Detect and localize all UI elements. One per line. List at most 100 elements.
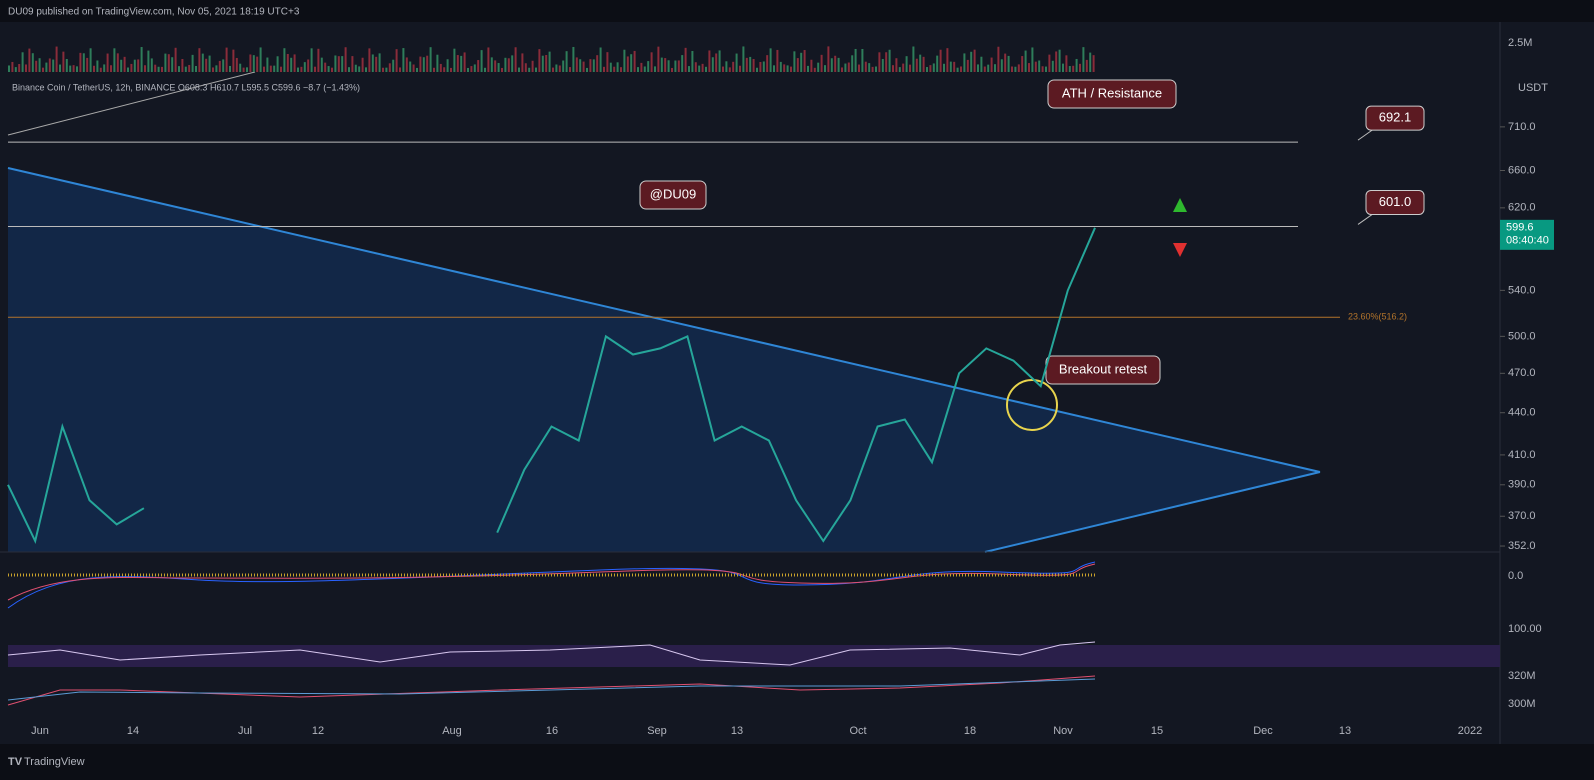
volume-bar	[1031, 47, 1034, 72]
volume-bar	[96, 60, 99, 72]
top-bar	[0, 0, 1594, 22]
volume-bar	[178, 66, 180, 72]
volume-bar	[290, 57, 293, 72]
volume-bar	[735, 53, 738, 72]
volume-bar	[232, 49, 235, 72]
volume-bar	[392, 59, 395, 72]
volume-bar	[786, 65, 789, 72]
volume-bar	[157, 66, 160, 72]
volume-bar	[463, 52, 466, 72]
level-box	[1365, 105, 1425, 131]
volume-bar	[558, 65, 561, 72]
volume-bar	[419, 56, 422, 72]
volume-bar	[565, 51, 568, 72]
legend: Binance Coin / TetherUS, 12h, BINANCE O6…	[12, 82, 360, 92]
x-tick-label: 13	[731, 725, 743, 737]
volume-bar	[909, 64, 911, 72]
volume-bar	[181, 58, 184, 72]
volume-bar	[813, 67, 816, 72]
trend-line	[7, 71, 256, 136]
volume-bar	[191, 54, 194, 72]
volume-bar	[616, 62, 619, 72]
volume-bar	[538, 49, 541, 72]
volume-bar	[892, 65, 894, 72]
volume-bar	[48, 58, 51, 72]
volume-bar	[477, 60, 480, 72]
volume-bar	[966, 59, 969, 72]
annotation-box	[1047, 79, 1177, 109]
volume-bar	[184, 66, 187, 72]
volume-bar	[35, 60, 38, 72]
volume-bar	[1007, 55, 1010, 72]
volume-bar	[779, 61, 782, 72]
volume-bar	[922, 56, 925, 72]
volume-bar	[280, 66, 282, 72]
obv-line	[7, 675, 1096, 706]
volume-bar	[293, 54, 296, 72]
volume-bar	[225, 47, 228, 72]
volume-bar	[953, 61, 956, 72]
volume-bar	[144, 65, 146, 72]
volume-bar	[365, 67, 367, 72]
volume-bar	[337, 56, 340, 72]
obv-ma	[7, 678, 1096, 701]
volume-bar	[858, 64, 860, 72]
volume-bar	[1028, 63, 1030, 72]
volume-bars	[8, 46, 1095, 72]
volume-bar	[762, 61, 765, 72]
y-tick-label: 500.0	[1508, 330, 1536, 342]
volume-bar	[371, 54, 374, 72]
volume-bar	[1051, 60, 1054, 72]
volume-bar	[297, 67, 299, 72]
volume-bar	[915, 58, 918, 72]
volume-bar	[433, 67, 435, 72]
volume-bar	[1058, 49, 1061, 72]
volume-bar	[86, 57, 89, 72]
volume-bar	[252, 55, 255, 72]
volume-bar	[28, 48, 31, 72]
x-tick-label: 2022	[1458, 725, 1482, 737]
volume-bar	[694, 62, 697, 72]
down-arrow	[1173, 243, 1187, 257]
volume-bar	[569, 67, 571, 72]
volume-bar	[932, 63, 935, 72]
y-tick-label: 440.0	[1508, 407, 1536, 419]
volume-bar	[524, 63, 527, 72]
volume-bar	[314, 66, 316, 72]
volume-bar	[575, 57, 578, 72]
volume-bar	[348, 67, 350, 72]
volume-bar	[106, 53, 109, 72]
volume-bar	[242, 67, 245, 72]
volume-bar	[637, 67, 639, 72]
volume-bar	[626, 56, 629, 72]
volume-bar	[375, 56, 378, 72]
volume-bar	[123, 56, 126, 72]
x-tick-label: 13	[1339, 725, 1351, 737]
volume-bar	[8, 65, 10, 72]
volume-bar	[827, 46, 830, 72]
volume-bar	[120, 59, 123, 72]
volume-bar	[514, 47, 517, 72]
volume-bar	[405, 57, 408, 72]
volume-bar	[657, 46, 660, 72]
volume-bar	[327, 66, 330, 72]
volume-bar	[1021, 56, 1024, 72]
x-tick-label: 15	[1151, 725, 1163, 737]
volume-bar	[793, 51, 796, 72]
volume-bar	[817, 62, 820, 72]
volume-bar	[263, 66, 265, 72]
volume-bar	[446, 59, 449, 72]
volume-bar	[885, 52, 888, 72]
volume-bar	[759, 61, 762, 72]
volume-bar	[766, 55, 769, 72]
volume-bar	[711, 57, 714, 72]
volume-bar	[76, 66, 78, 72]
volume-bar	[212, 67, 214, 72]
y-tick-label: 470.0	[1508, 367, 1536, 379]
x-tick-label: 14	[127, 725, 139, 737]
y-tick-label: 370.0	[1508, 510, 1536, 522]
volume-bar	[773, 65, 775, 72]
volume-bar	[912, 46, 915, 72]
volume-bar	[660, 57, 663, 72]
y-tick-label: 540.0	[1508, 284, 1536, 296]
